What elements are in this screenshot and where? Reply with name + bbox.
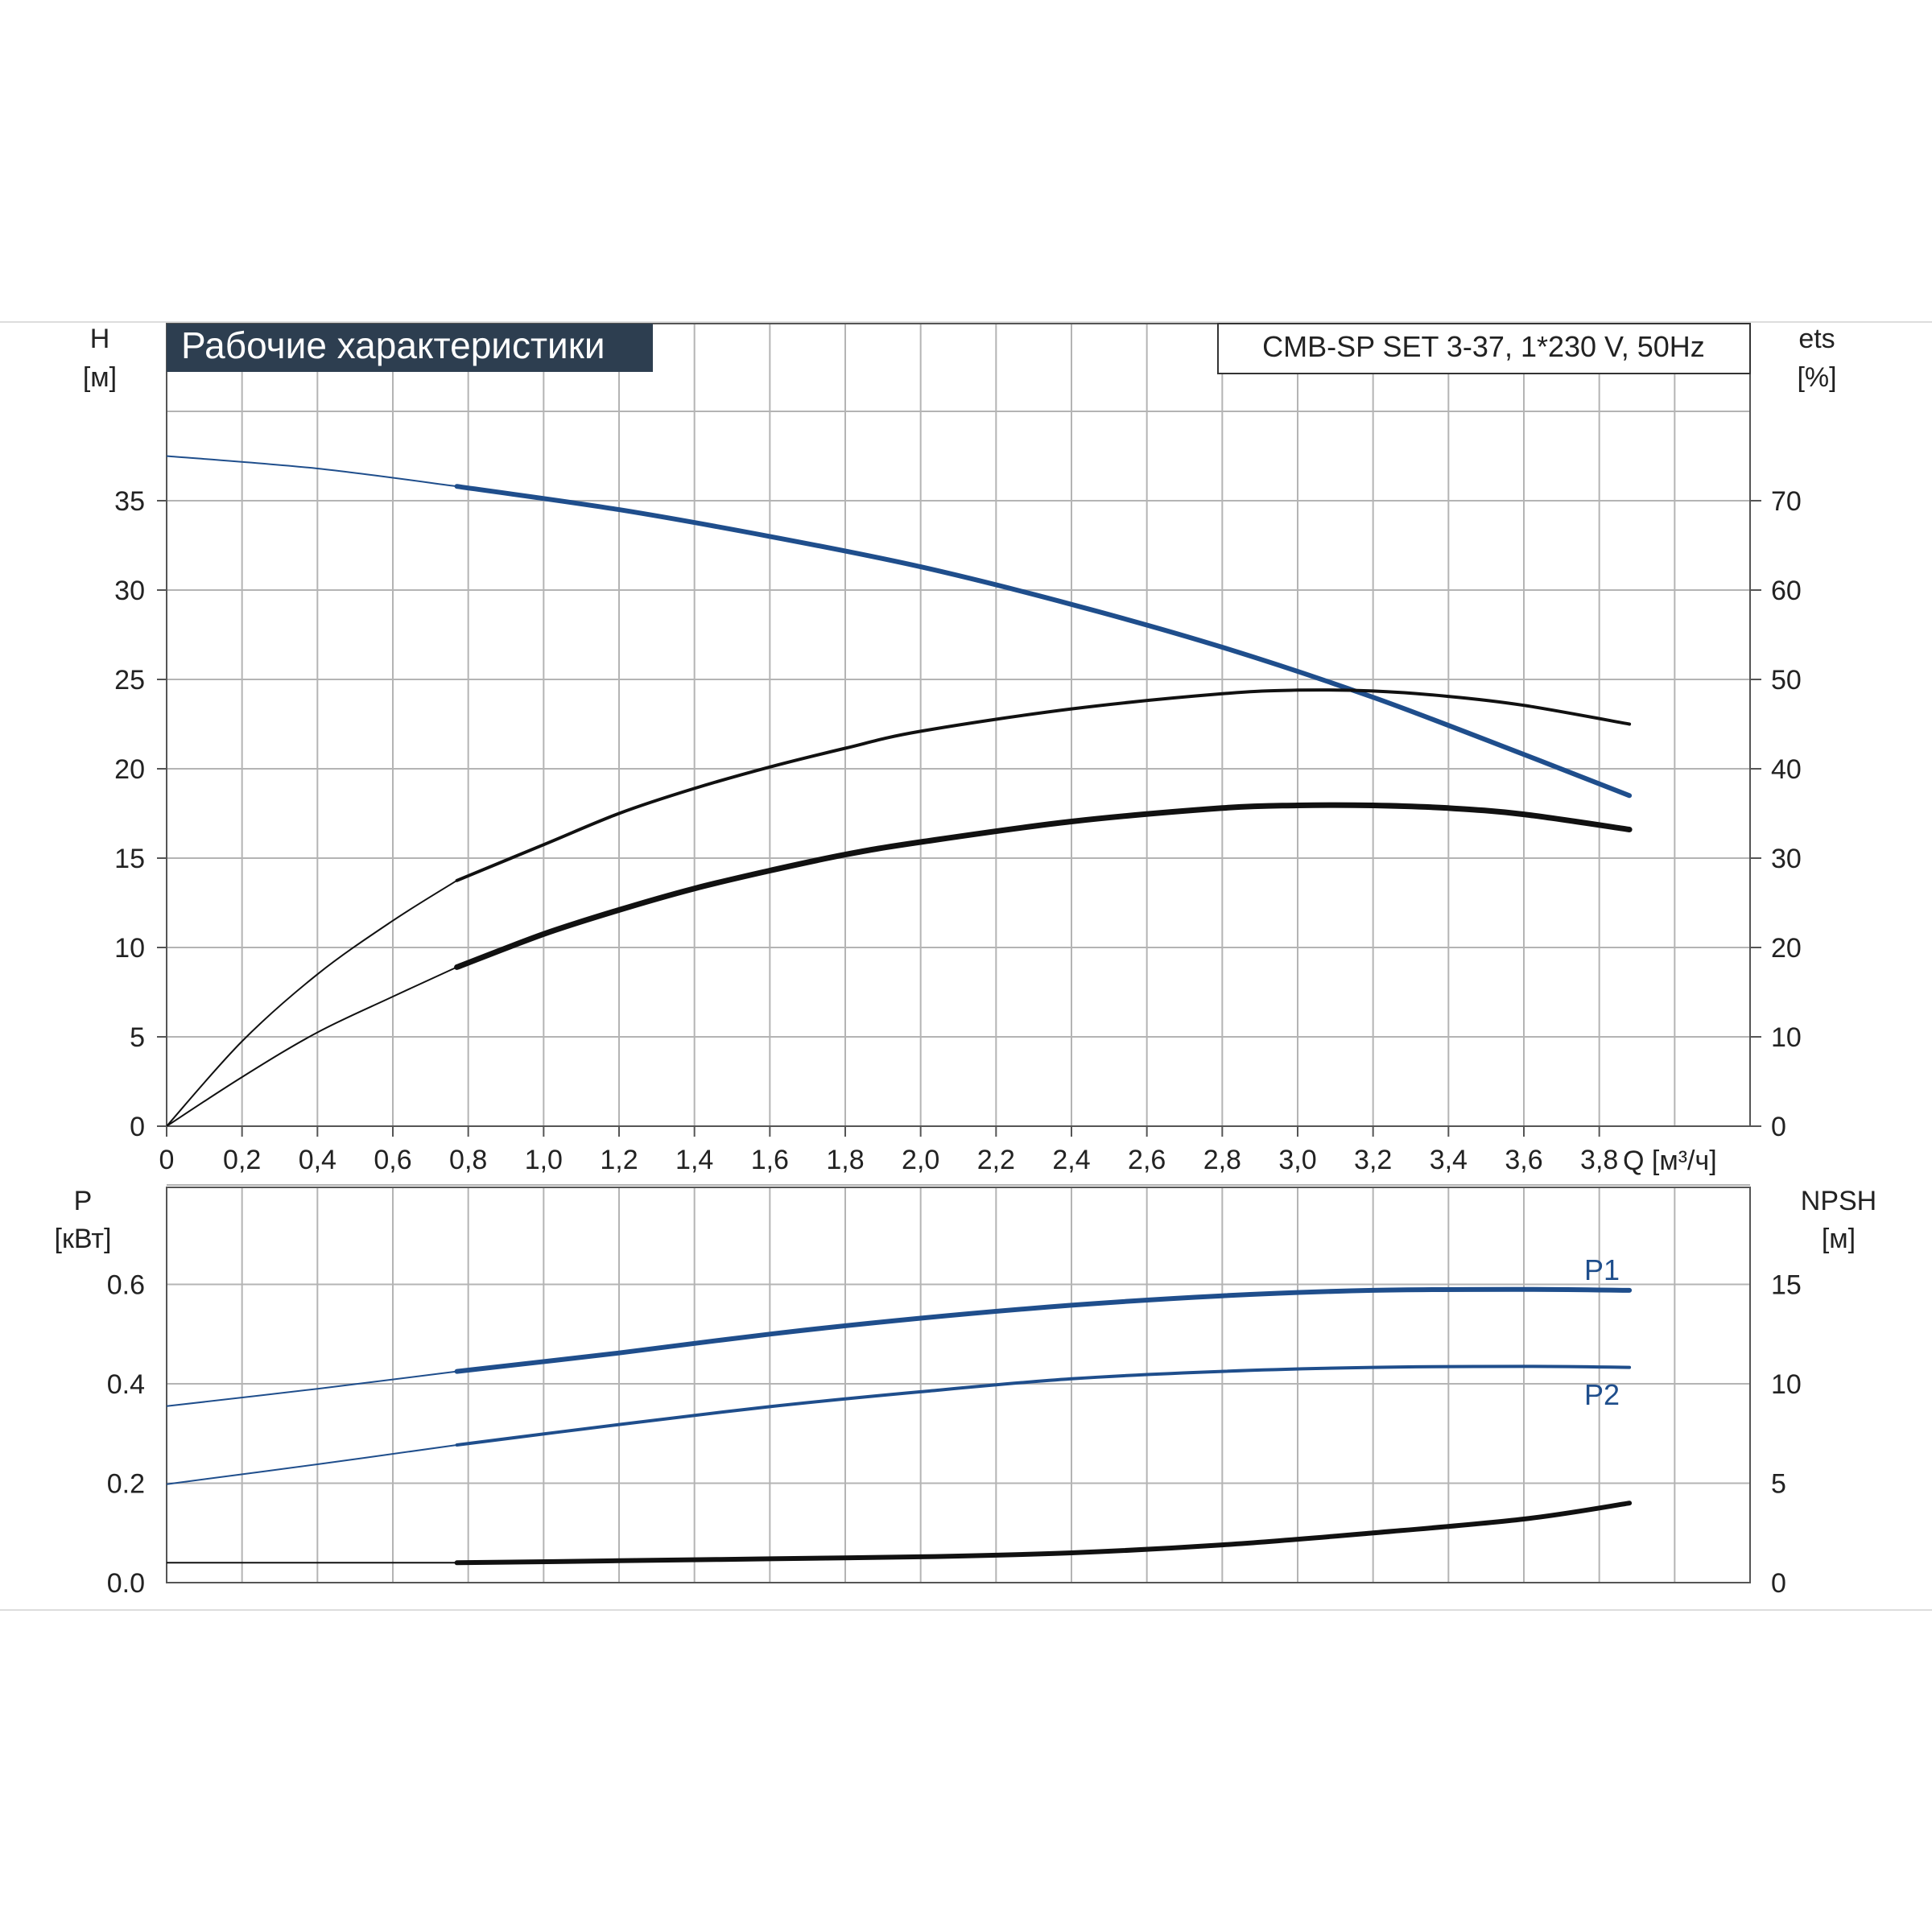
y-left-title-top: H	[90, 324, 110, 354]
y-left-tick-label: 20	[114, 754, 145, 785]
bottom-y-right-tick-label: 5	[1771, 1469, 1786, 1500]
y-right-tick-label: 40	[1771, 754, 1802, 785]
y-right-tick-label: 20	[1771, 933, 1802, 964]
top-grid	[167, 324, 1750, 1126]
top-series-1	[455, 688, 1632, 882]
y-left-tick-label: 30	[114, 576, 145, 606]
bottom-y-left-tick-label: 0.0	[107, 1568, 145, 1599]
top-ticks: 0 0,2 0,4 0,6 0,8 1,0 1,2 1,4 1,6 1,8 2,0 2,2 2,4 2,6…	[114, 486, 1802, 1175]
x-tick-label: 3,4	[1430, 1145, 1468, 1175]
bottom-series-1	[455, 1364, 1632, 1447]
x-tick-label: 0,2	[223, 1145, 261, 1175]
y-right-tick-label: 30	[1771, 844, 1802, 874]
x-tick-label: 0,8	[449, 1145, 487, 1175]
x-tick-label: 1,8	[826, 1145, 864, 1175]
x-tick-label: 0,6	[374, 1145, 411, 1175]
top-series-2-thin	[166, 966, 458, 1127]
model-box	[1217, 323, 1751, 374]
title-box	[167, 324, 653, 372]
y-right-tick-label: 70	[1771, 486, 1802, 517]
y-right-tick-label: 10	[1771, 1022, 1802, 1053]
x-tick-label: 1,6	[751, 1145, 789, 1175]
series-label-p1: P1	[1584, 1253, 1620, 1286]
y-right-unit-top: [%]	[1797, 362, 1836, 393]
bottom-y-right-tick-label: 0	[1771, 1568, 1786, 1599]
top-plot-frame	[166, 323, 1751, 1127]
y-right-tick-label: 50	[1771, 665, 1802, 696]
bottom-ticks: 0.0 0.2 0.4 0.6 0 5 10 15	[107, 1270, 1802, 1600]
y-right-tick-label: 60	[1771, 576, 1802, 606]
y-left-tick-label: 25	[114, 665, 145, 696]
bottom-y-left-tick-label: 0.4	[107, 1369, 145, 1400]
top-series	[166, 455, 1633, 1127]
x-tick-label: 0,4	[299, 1145, 336, 1175]
x-tick-label: 3,2	[1354, 1145, 1392, 1175]
x-tick-label: 1,2	[600, 1145, 638, 1175]
y-left-title-bottom: P	[74, 1186, 93, 1216]
x-tick-label: 1,0	[525, 1145, 563, 1175]
top-series-2	[454, 802, 1633, 970]
y-right-title-top: ets	[1798, 324, 1835, 354]
x-tick-label: 3,0	[1278, 1145, 1316, 1175]
y-right-tick-label: 0	[1771, 1112, 1786, 1142]
model-label: CMB-SP SET 3-37, 1*230 V, 50Hz	[1262, 330, 1705, 363]
x-tick-label: 0	[159, 1145, 175, 1175]
x-tick-label: 3,6	[1505, 1145, 1542, 1175]
y-left-tick-label: 5	[130, 1022, 145, 1053]
bottom-y-left-tick-label: 0.2	[107, 1469, 145, 1500]
y-left-tick-label: 35	[114, 486, 145, 517]
top-series-0-thin	[166, 455, 457, 488]
top-series-0	[454, 484, 1633, 799]
bottom-plot-frame	[166, 1187, 1751, 1583]
x-tick-label: 2,6	[1128, 1145, 1166, 1175]
x-tick-label: 2,8	[1203, 1145, 1241, 1175]
top-series-1-thin	[166, 879, 458, 1127]
y-left-tick-label: 15	[114, 844, 145, 874]
bottom-grid	[167, 1184, 1750, 1583]
x-axis-title: Q [м³/ч]	[1623, 1146, 1717, 1176]
bottom-series-0-thin	[166, 1370, 457, 1407]
x-tick-label: 3,8	[1580, 1145, 1618, 1175]
y-right-unit-bottom: [м]	[1822, 1224, 1856, 1254]
bottom-y-left-tick-label: 0.6	[107, 1270, 145, 1301]
bottom-series	[166, 1286, 1633, 1566]
bottom-y-right-tick-label: 10	[1771, 1369, 1802, 1400]
y-left-tick-label: 10	[114, 933, 145, 964]
y-left-tick-label: 0	[130, 1112, 145, 1142]
y-right-title-bottom: NPSH	[1801, 1186, 1876, 1216]
bottom-series-1-thin	[166, 1444, 457, 1485]
bottom-y-right-tick-label: 15	[1771, 1270, 1802, 1301]
x-tick-label: 1,4	[675, 1145, 713, 1175]
x-tick-label: 2,0	[902, 1145, 939, 1175]
x-tick-label: 2,2	[977, 1145, 1015, 1175]
y-left-unit-top: [м]	[83, 362, 117, 393]
y-left-unit-bottom: [кВт]	[55, 1224, 112, 1254]
bottom-series-2	[454, 1501, 1633, 1566]
chart-title: Рабочие характеристики	[181, 324, 605, 366]
series-label-p2: P2	[1584, 1378, 1620, 1411]
x-tick-label: 2,4	[1052, 1145, 1090, 1175]
bottom-series-0	[454, 1286, 1633, 1374]
